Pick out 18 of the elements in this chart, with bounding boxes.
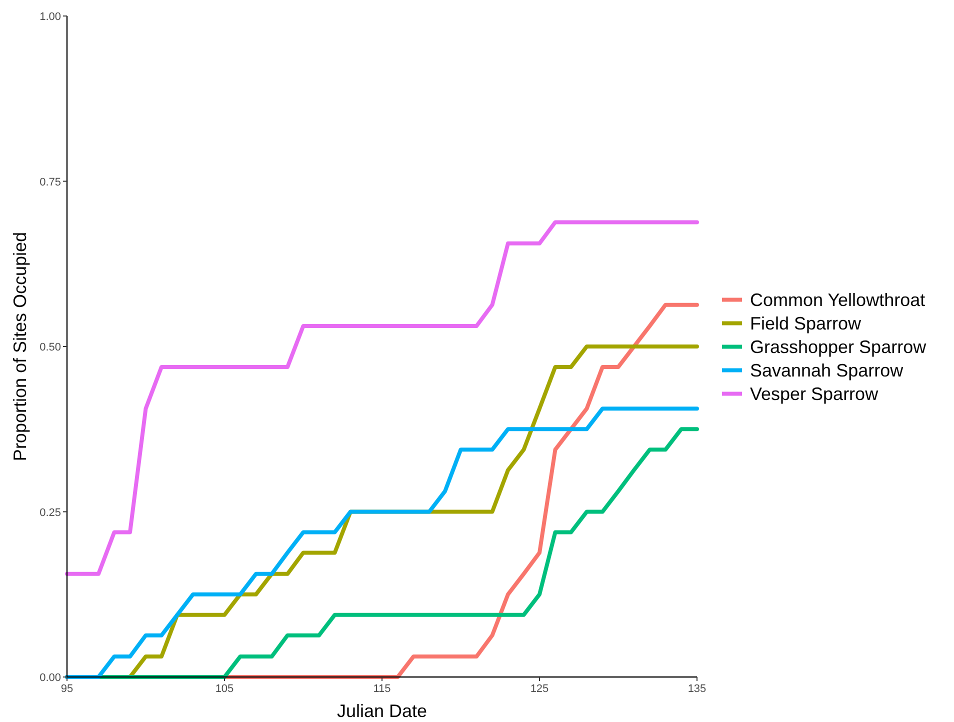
legend-label: Grasshopper Sparrow <box>750 336 928 357</box>
y-tick-label: 0.50 <box>40 342 61 354</box>
x-tick-label: 135 <box>688 683 706 695</box>
y-axis-title: Proportion of Sites Occupied <box>10 232 30 462</box>
legend-label: Savannah Sparrow <box>750 360 904 380</box>
line-series <box>65 220 699 576</box>
legend-label: Vesper Sparrow <box>750 384 880 404</box>
x-tick-label: 105 <box>215 683 234 695</box>
legend-label: Field Sparrow <box>750 313 862 334</box>
legend-label: Common Yellowthroat <box>750 290 926 310</box>
y-tick-label: 0.00 <box>40 672 61 684</box>
x-tick-label: 115 <box>373 683 391 695</box>
y-tick-label: 0.25 <box>40 506 61 519</box>
x-tick-label: 125 <box>530 683 549 695</box>
y-tick-label: 1.00 <box>40 11 61 23</box>
y-tick-label: 0.75 <box>40 176 61 188</box>
x-tick-label: 95 <box>60 683 74 695</box>
x-axis-title: Julian Date <box>336 701 428 721</box>
